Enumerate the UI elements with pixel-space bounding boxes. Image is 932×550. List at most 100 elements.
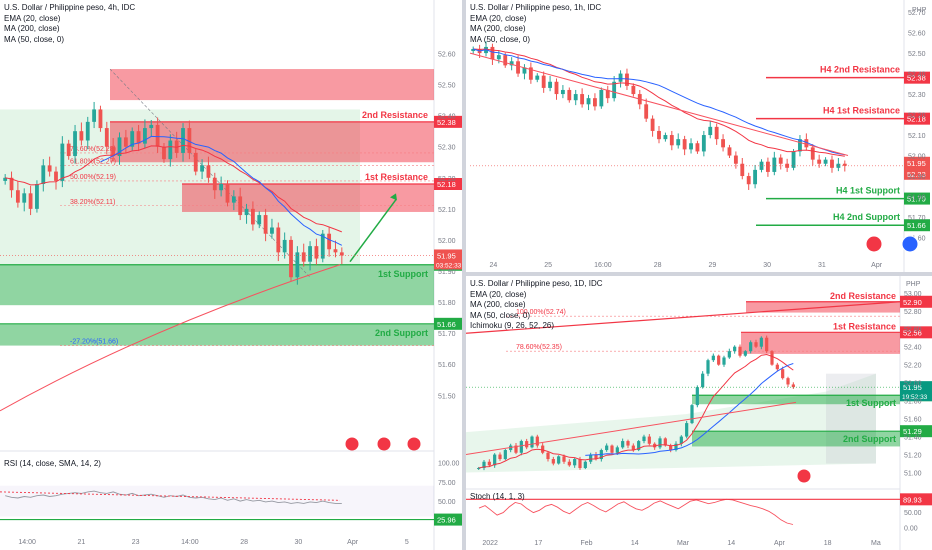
h4-candle (123, 137, 128, 147)
d1-candle (573, 459, 577, 466)
h1-indicator-ma50[interactable]: MA (50, close, 0) (470, 34, 531, 44)
d1-candle (786, 378, 790, 385)
h4-zone-label: 1st Support (378, 269, 428, 279)
h4-chart-pane[interactable]: 2nd Resistance 52.38 1st Resistance 52.18 1s… (0, 0, 462, 550)
d1-y-tick-label: 52.20 (904, 363, 922, 370)
d1-ma200-line (466, 401, 797, 456)
h4-zone-2 (0, 264, 434, 306)
h4-y-tick-label: 51.80 (438, 300, 456, 307)
h1-candle (522, 67, 527, 74)
h1-candle (746, 176, 751, 185)
h1-candle (663, 135, 668, 140)
h1-candle (695, 143, 700, 152)
horizontal-divider[interactable] (466, 272, 932, 276)
h1-candle (836, 163, 841, 168)
h4-ma50-line (100, 135, 343, 246)
h4-zone-price-box-text: 52.38 (437, 118, 456, 127)
d1-stoch-title[interactable]: Stoch (14, 1, 3) (470, 492, 525, 501)
h4-rsi-title[interactable]: RSI (14, close, SMA, 14, 2) (4, 459, 101, 468)
h1-x-tick-label: 30 (763, 262, 771, 269)
d1-fib-label: 78.60%(52.35) (516, 344, 562, 351)
h1-candle (740, 163, 745, 177)
h4-zone-price-box (434, 317, 462, 330)
h4-x-tick-label: 14:00 (18, 539, 36, 546)
d1-candle (791, 384, 795, 388)
d1-candle (578, 459, 582, 469)
d1-indicator-ma200[interactable]: MA (200, close) (470, 300, 526, 309)
h4-candle (104, 128, 109, 147)
h4-indicator-ma50[interactable]: MA (50, close, 0) (4, 34, 65, 44)
h4-chart-canvas[interactable]: 2nd Resistance 52.38 1st Resistance 52.18 1s… (0, 0, 462, 550)
d1-y-tick-label: 52.80 (904, 309, 922, 316)
d1-candle (567, 461, 571, 466)
vertical-divider[interactable] (462, 0, 466, 550)
h4-indicator-ema[interactable]: EMA (20, close) (4, 13, 61, 23)
h4-y-tick-label: 52.20 (438, 176, 456, 183)
h4-candle (15, 190, 20, 203)
h1-indicator-ma200[interactable]: MA (200, close) (470, 24, 526, 33)
h4-zone-price-box-text: 51.66 (437, 320, 456, 329)
h1-chart-pane[interactable]: PHP H4 2nd Resistance 52.38 H4 1st Resistan… (466, 0, 932, 272)
d1-candle (706, 360, 710, 374)
h4-rsi-band (0, 485, 434, 517)
d1-candle (695, 387, 699, 406)
d1-chart-canvas[interactable]: PHP 2nd Resistance 52.90 1st Resistance 52.5… (466, 276, 932, 550)
h1-candle (560, 89, 565, 95)
d1-ma50-line (585, 363, 794, 456)
d1-candle (594, 454, 598, 460)
d1-candle (637, 441, 641, 451)
d1-future-cloud (826, 373, 876, 464)
d1-candle (541, 445, 545, 453)
h1-secondary-price-box (904, 167, 930, 180)
d1-y-tick-label: 52.40 (904, 345, 922, 352)
h4-candle (301, 252, 306, 262)
h1-candle (676, 139, 681, 146)
h4-candle (333, 249, 338, 253)
d1-trendline (466, 301, 901, 334)
h4-indicator-ma200[interactable]: MA (200, close) (4, 24, 60, 33)
h1-ma200-line (469, 52, 849, 157)
us-flag-icon (376, 436, 392, 452)
h1-candle (753, 169, 758, 185)
h1-y-tick-label: 51.70 (908, 215, 926, 222)
h1-x-tick-label: 29 (708, 262, 716, 269)
h1-candle (810, 147, 815, 160)
d1-chart-pane[interactable]: PHP 2nd Resistance 52.90 1st Resistance 52.5… (466, 276, 932, 550)
d1-candle (701, 373, 705, 388)
h4-candle (257, 215, 262, 225)
h4-x-tick-label: 5 (405, 539, 409, 546)
h1-y-tick-label: 52.20 (908, 113, 926, 120)
h4-candle (200, 165, 204, 172)
h4-current-price-box (434, 249, 462, 270)
h4-candle (270, 227, 274, 234)
h1-x-tick-label: 28 (654, 262, 662, 269)
h1-candle (509, 61, 514, 66)
h4-x-tick-label: 21 (77, 539, 85, 546)
h1-candle (535, 75, 540, 80)
d1-indicator-ema[interactable]: EMA (20, close) (470, 289, 527, 299)
d1-zone-label: 1st Resistance (833, 321, 896, 331)
h4-candle (98, 109, 103, 129)
d1-indicator-ichimoku[interactable]: Ichimoku (9, 26, 52, 26) (470, 321, 555, 330)
d1-current-price-box (900, 381, 932, 402)
h1-indicator-ema[interactable]: EMA (20, close) (470, 13, 527, 23)
h4-candle (320, 233, 325, 259)
h1-candle (727, 147, 732, 156)
us-flag-icon (344, 436, 360, 452)
h4-candle (28, 193, 33, 209)
h4-candle (314, 246, 319, 259)
h4-x-tick-label: 23 (132, 539, 140, 546)
h1-candle (528, 67, 533, 80)
h1-y-tick-label: 51.80 (908, 195, 926, 202)
h1-chart-canvas[interactable]: PHP H4 2nd Resistance 52.38 H4 1st Resistan… (466, 0, 932, 272)
h1-candle (541, 75, 546, 88)
d1-indicator-ma50[interactable]: MA (50, close, 0) (470, 310, 531, 320)
h1-candle (791, 151, 796, 168)
h4-candle (250, 208, 255, 225)
d1-candle (519, 441, 523, 453)
d1-candle (690, 405, 694, 424)
h4-candle (149, 124, 154, 129)
h1-legend: U.S. Dollar / Philippine peso, 1h, IDC E… (470, 3, 601, 45)
h1-y-tick-label: 52.00 (908, 154, 926, 161)
h4-candle (47, 165, 52, 172)
